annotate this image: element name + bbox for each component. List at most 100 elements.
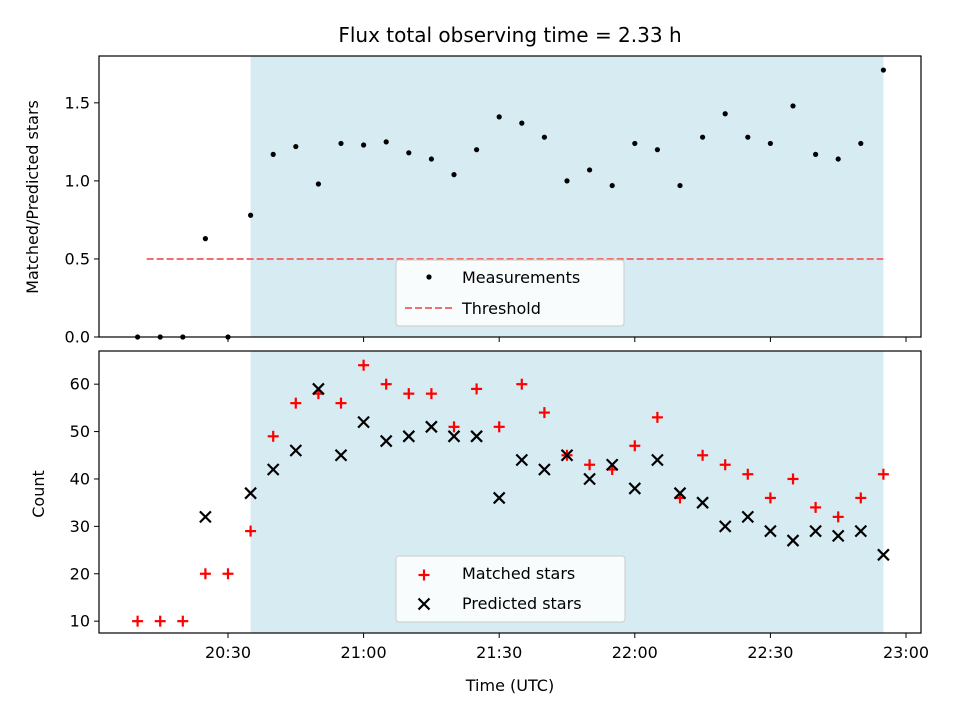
measurement-point: [406, 150, 412, 156]
bottom-y-tick-label: 20: [70, 564, 90, 583]
predicted-star-point: [244, 486, 257, 500]
bottom-y-tick-label: 50: [70, 422, 90, 441]
matched-star-point: [335, 397, 347, 409]
top-panel: 0.0 0.5 1.0 1.5 Measurements Threshold: [65, 55, 922, 347]
measurement-point: [609, 182, 615, 189]
predicted-star-point: [718, 520, 732, 533]
predicted-star-point: [492, 491, 506, 505]
predicted-star-point: [628, 482, 642, 495]
top-y-tick-label: 1.5: [65, 93, 90, 112]
legend-matched-marker: [418, 569, 430, 581]
predicted-star-point: [809, 524, 822, 538]
predicted-star-point: [786, 534, 800, 547]
bottom-legend-box: [395, 555, 626, 623]
matched-star-point: [697, 449, 709, 461]
matched-star-point: [629, 440, 641, 452]
measurement-point: [700, 134, 706, 140]
predicted-star-point: [854, 524, 868, 538]
measurement-point: [248, 212, 254, 218]
measurement-point: [587, 167, 593, 173]
bottom-panel: 10 20 30 40 50 60 20:30 21:00 21:30 22:00 22:30 23:…: [70, 350, 929, 662]
bottom-y-tick-label: 40: [70, 469, 90, 488]
predicted-star-point: [877, 548, 890, 562]
measurement-point: [338, 140, 344, 147]
matched-star-point: [154, 615, 166, 627]
matched-star-point: [764, 492, 776, 504]
predicted-star-point: [831, 529, 845, 543]
top-legend-box: [395, 259, 625, 327]
measurement-point: [767, 140, 774, 147]
matched-star-point: [471, 383, 483, 395]
chart-title: Flux total observing time = 2.33 h: [338, 23, 681, 47]
x-tick-label: 23:00: [883, 643, 929, 662]
predicted-star-point: [583, 472, 596, 486]
predicted-star-point: [470, 430, 483, 443]
predicted-star-point: [266, 463, 280, 476]
matched-star-point: [132, 615, 144, 627]
x-tick-label: 21:00: [341, 643, 387, 662]
measurement-point: [383, 139, 389, 145]
predicted-star-point: [425, 420, 438, 434]
measurement-point: [361, 142, 367, 148]
matched-star-point: [719, 459, 731, 471]
matched-star-point: [787, 473, 799, 485]
measurement-point: [541, 134, 548, 140]
measurement-point: [880, 67, 887, 73]
bottom-y-tick-label: 10: [70, 612, 90, 631]
matched-star-point: [267, 430, 279, 442]
bottom-plot-frame: [98, 350, 922, 634]
measurement-point: [428, 156, 434, 162]
matched-star-point: [177, 615, 189, 627]
bottom-y-tick-label: 60: [70, 375, 90, 394]
predicted-star-point: [289, 444, 303, 457]
matched-star-point: [290, 397, 302, 409]
measurement-point: [632, 140, 638, 147]
matched-star-point: [855, 492, 867, 504]
bottom-y-axis-label: Count: [29, 470, 48, 518]
legend-matched-label: Matched stars: [462, 564, 575, 583]
measurement-point: [813, 151, 819, 157]
top-plot-frame: [98, 55, 922, 338]
matched-star-point: [358, 359, 370, 371]
matched-star-point: [222, 568, 234, 580]
measurement-point: [474, 147, 480, 153]
bottom-y-tick-label: 30: [70, 517, 90, 536]
x-axis-label: Time (UTC): [465, 676, 554, 695]
predicted-star-point: [560, 448, 574, 462]
x-tick-label: 22:30: [747, 643, 793, 662]
bottom-legend: Matched stars Predicted stars: [395, 555, 626, 623]
measurement-point: [677, 182, 683, 189]
measurement-point: [835, 156, 841, 162]
predicted-star-point: [199, 510, 212, 524]
predicted-star-point: [515, 453, 529, 467]
x-tick-label: 20:30: [205, 643, 251, 662]
legend-predicted-marker: [417, 597, 431, 611]
measurement-point: [270, 151, 276, 157]
top-y-tick-label: 0.5: [65, 249, 90, 268]
measurement-point: [202, 236, 208, 242]
predicted-star-point: [673, 486, 687, 500]
matched-star-point: [832, 511, 844, 523]
matched-star-point: [245, 525, 257, 537]
matched-star-point: [742, 468, 754, 480]
legend-threshold-label: Threshold: [461, 299, 541, 318]
top-y-axis-label: Matched/Predicted stars: [23, 100, 42, 294]
measurement-point: [790, 103, 796, 109]
matched-star-point: [425, 388, 437, 400]
predicted-star-point: [447, 430, 461, 443]
measurement-point: [858, 140, 864, 147]
legend-predicted-label: Predicted stars: [462, 594, 582, 613]
top-y-tick-label: 0.0: [65, 328, 90, 347]
measurement-point: [315, 181, 321, 187]
predicted-star-point: [696, 496, 709, 509]
matched-star-point: [199, 568, 211, 580]
matched-star-point: [493, 421, 505, 433]
matched-star-point: [538, 407, 550, 419]
predicted-star-point: [402, 430, 416, 443]
measurement-point: [654, 147, 661, 153]
matched-star-point: [584, 459, 596, 471]
measurement-point: [519, 120, 525, 126]
measurement-point: [293, 143, 299, 150]
predicted-star-point: [379, 434, 393, 448]
matched-star-point: [403, 388, 415, 400]
